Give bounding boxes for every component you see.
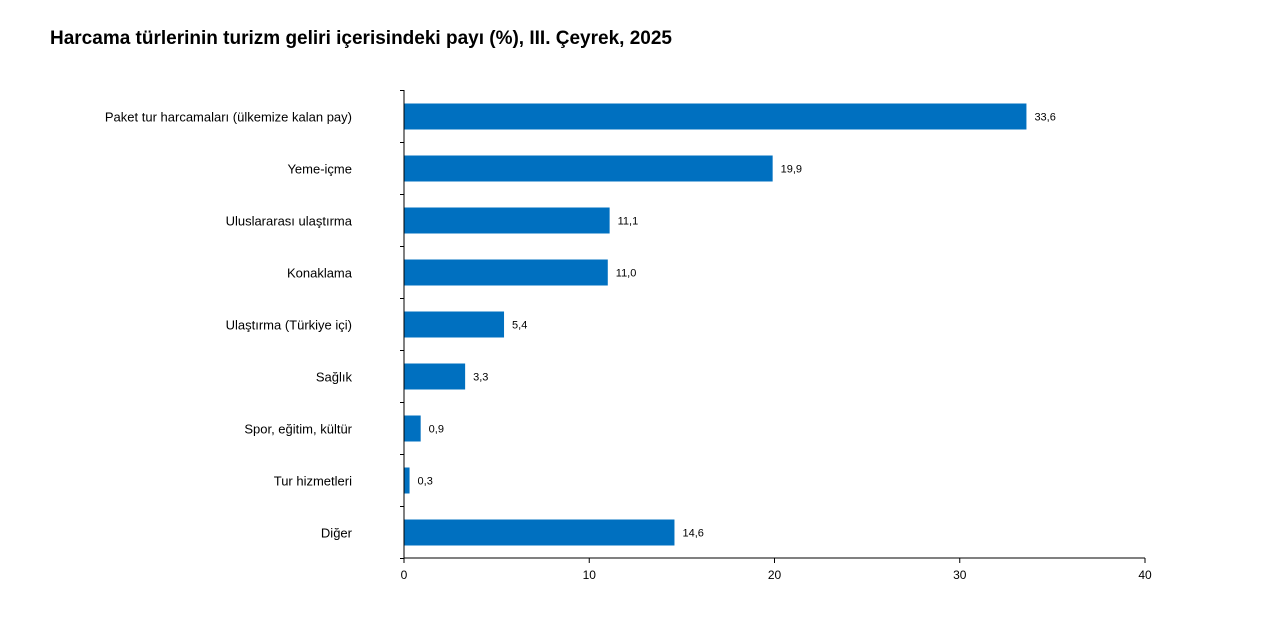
bars-layer: 33,6 19,9 11,1 11,0 5,4 3,3 0,9 0,3 14,6 <box>404 103 1056 546</box>
bar <box>404 363 466 390</box>
category-label: Diğer <box>321 526 353 541</box>
value-label: 14,6 <box>682 528 703 540</box>
value-label: 19,9 <box>781 164 802 176</box>
bar <box>404 259 608 286</box>
bar <box>404 415 421 442</box>
category-label: Yeme-içme <box>287 162 352 177</box>
bar <box>404 519 675 546</box>
x-tick-label: 40 <box>1138 568 1152 582</box>
category-label: Spor, eğitim, kültür <box>244 422 352 437</box>
bar <box>404 207 610 234</box>
chart-title: Harcama türlerinin turizm geliri içerisi… <box>50 28 672 49</box>
x-tick-label: 0 <box>401 568 408 582</box>
category-label: Paket tur harcamaları (ülkemize kalan pa… <box>105 110 352 125</box>
category-label: Uluslararası ulaştırma <box>226 214 353 229</box>
category-label: Ulaştırma (Türkiye içi) <box>226 318 352 333</box>
value-label: 3,3 <box>473 372 488 384</box>
value-label: 0,3 <box>418 476 433 488</box>
bar <box>404 467 410 494</box>
x-tick-label: 30 <box>953 568 967 582</box>
value-label: 5,4 <box>512 320 527 332</box>
value-label: 11,1 <box>618 216 639 228</box>
x-tick-label: 10 <box>583 568 597 582</box>
category-label: Konaklama <box>287 266 353 281</box>
bar <box>404 103 1027 130</box>
value-label: 11,0 <box>616 268 637 280</box>
category-label: Tur hizmetleri <box>274 474 352 489</box>
value-label: 33,6 <box>1034 112 1055 124</box>
bar <box>404 155 773 182</box>
category-label: Sağlık <box>316 370 353 385</box>
axis-layer: Paket tur harcamaları (ülkemize kalan pa… <box>105 90 1152 582</box>
bar <box>404 311 505 338</box>
x-tick-label: 20 <box>768 568 782 582</box>
value-label: 0,9 <box>429 424 444 436</box>
